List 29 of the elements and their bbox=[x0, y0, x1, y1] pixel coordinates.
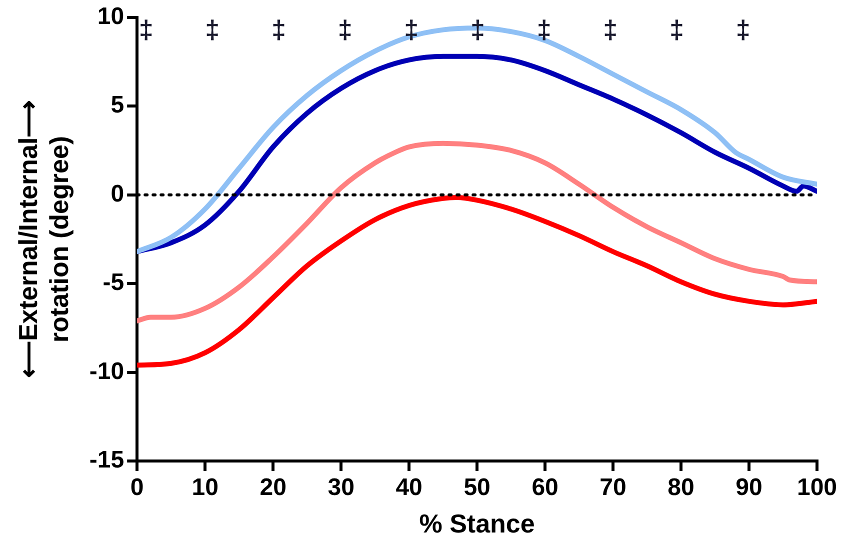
annotation: ‡ bbox=[670, 14, 684, 45]
annotation: ‡ bbox=[736, 14, 750, 45]
annotation: ‡ bbox=[272, 14, 286, 45]
annotation: ‡ bbox=[205, 14, 220, 45]
x-tick-label: 0 bbox=[130, 474, 144, 502]
x-tick-label: 60 bbox=[532, 474, 558, 502]
annotation: ‡ bbox=[138, 14, 154, 45]
x-tick-label: 30 bbox=[328, 474, 354, 502]
y-tick-label: 0 bbox=[110, 180, 124, 208]
y-tick-label: 5 bbox=[110, 92, 124, 119]
annotation: ‡ bbox=[470, 14, 485, 45]
y-tick-label: -5 bbox=[102, 269, 124, 296]
x-tick-label: 80 bbox=[668, 474, 694, 502]
y-axis-title: ⟵External/Internal⟶ rotation (degree) bbox=[12, 100, 74, 378]
x-tick-label: 50 bbox=[464, 474, 490, 502]
annotation: ‡ bbox=[404, 14, 419, 45]
x-tick-label: 20 bbox=[260, 474, 286, 502]
x-tick-label: 90 bbox=[736, 474, 762, 502]
x-tick-label: 100 bbox=[796, 474, 838, 502]
x-tick-label: 40 bbox=[396, 474, 422, 502]
y-tick-label: -10 bbox=[89, 358, 124, 385]
x-tick-label: 10 bbox=[192, 474, 218, 502]
x-axis-title: % Stance bbox=[419, 508, 535, 539]
y-tick-label: 10 bbox=[97, 3, 124, 30]
annotation: ‡ bbox=[338, 14, 352, 45]
x-tick-label: 70 bbox=[600, 474, 626, 502]
y-tick-label: -15 bbox=[89, 446, 124, 474]
annotation: ‡ bbox=[603, 14, 618, 45]
annotation: ‡ bbox=[536, 14, 552, 45]
